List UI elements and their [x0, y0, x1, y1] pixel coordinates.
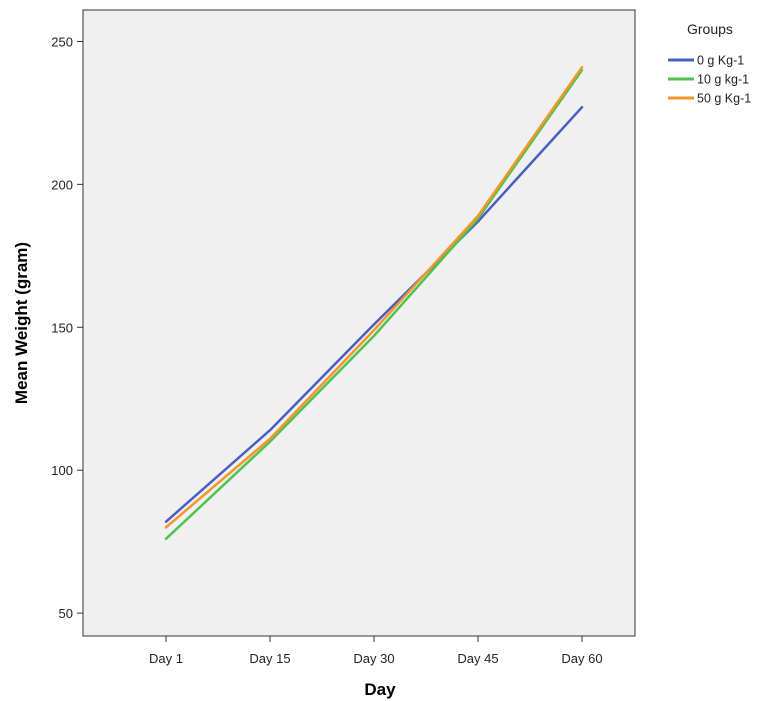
y-axis-title: Mean Weight (gram) [12, 242, 31, 404]
y-tick-label: 250 [51, 34, 73, 49]
legend-title: Groups [687, 21, 733, 37]
x-tick-label: Day 60 [561, 651, 602, 666]
plot-area [82, 9, 636, 637]
series-line-1 [164, 105, 584, 523]
y-tick-label: 100 [51, 463, 73, 478]
x-tick-label: Day 1 [149, 651, 183, 666]
series-layer [164, 65, 584, 541]
legend-label: 50 g Kg-1 [697, 92, 751, 106]
x-axis-title: Day [364, 680, 396, 699]
y-tick-label: 50 [59, 606, 73, 621]
x-axis: Day 1 Day 15 Day 30 Day 45 Day 60 [149, 636, 603, 666]
x-tick-label: Day 30 [353, 651, 394, 666]
series-line-2 [164, 68, 584, 541]
series-line-3 [164, 65, 584, 529]
legend-label: 0 g Kg-1 [697, 54, 744, 68]
y-tick-label: 200 [51, 177, 73, 192]
x-tick-label: Day 15 [249, 651, 290, 666]
y-axis: 50 100 150 200 250 [51, 34, 83, 621]
x-tick-label: Day 45 [457, 651, 498, 666]
legend: Groups 0 g Kg-1 10 g kg-1 50 g Kg-1 [668, 21, 751, 106]
legend-label: 10 g kg-1 [697, 73, 749, 87]
y-tick-label: 150 [51, 320, 73, 335]
